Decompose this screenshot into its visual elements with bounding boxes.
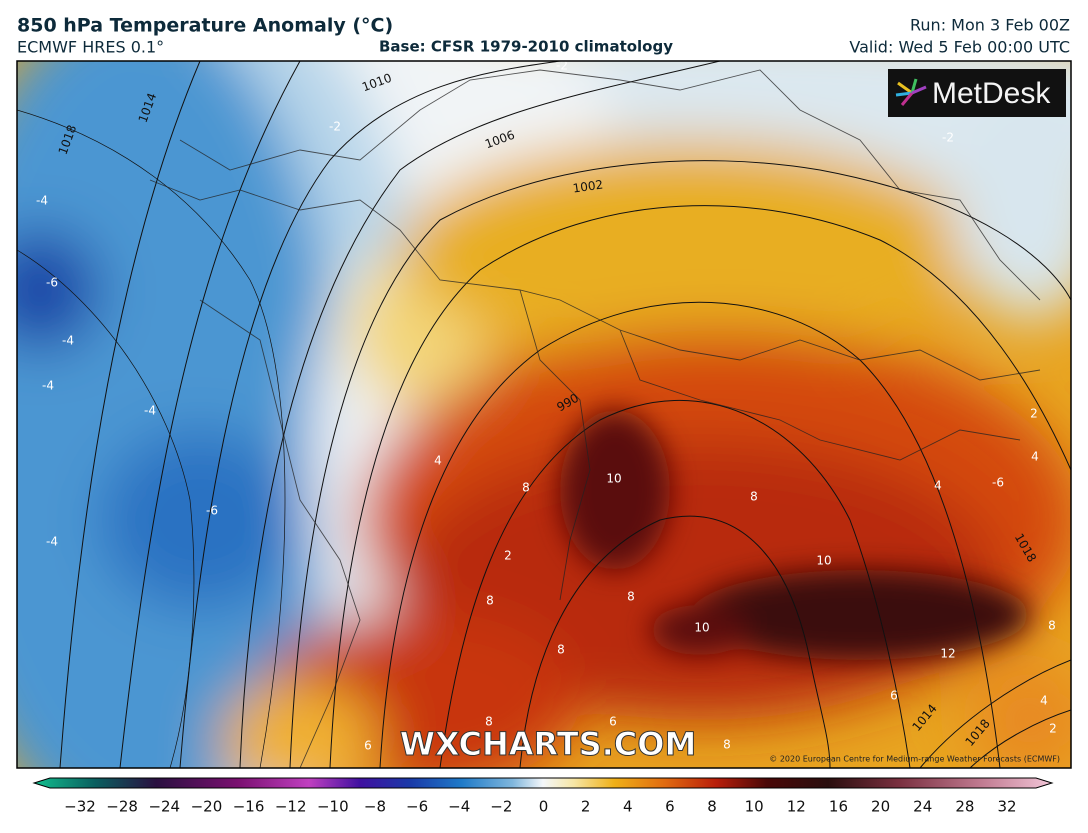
colorbar-tick-label: 8 <box>707 798 717 816</box>
valid-label: Valid: Wed 5 Feb 00:00 UTC <box>849 38 1070 57</box>
logo-text: MetDesk <box>932 77 1051 110</box>
isobars <box>17 61 1071 768</box>
isotherm-label: 2 <box>504 549 512 563</box>
colorbar-tick-label: −8 <box>364 798 386 816</box>
base-label: Base: CFSR 1979-2010 climatology <box>379 38 673 56</box>
model-label: ECMWF HRES 0.1° <box>17 38 164 57</box>
colorbar-tick-label: 0 <box>539 798 549 816</box>
isotherm-label: 2 <box>1030 407 1038 421</box>
isotherm-label: -4 <box>144 404 156 418</box>
isotherm-label: 6 <box>890 689 898 703</box>
colorbar-tick-label: 20 <box>871 798 890 816</box>
isotherm-label: 4 <box>434 454 442 468</box>
isotherm-label: 8 <box>486 594 494 608</box>
colorbar-tick-label: 28 <box>955 798 974 816</box>
isotherm-label: 10 <box>694 621 709 635</box>
isotherm-label: 8 <box>627 590 635 604</box>
isobar-label: 1002 <box>572 177 604 195</box>
isotherm-label: 8 <box>557 643 565 657</box>
colorbar-tick-label: −16 <box>233 798 265 816</box>
isotherm-label: 10 <box>816 554 831 568</box>
isotherm-label: -2 <box>556 59 568 73</box>
map-frame <box>16 60 1072 769</box>
isotherm-label: 10 <box>606 472 621 486</box>
colorbar-tick-label: 6 <box>665 798 675 816</box>
colorbar-tick-label: 4 <box>623 798 633 816</box>
isotherm-label: 4 <box>934 479 942 493</box>
isotherm-label: -4 <box>62 334 74 348</box>
colorbar-tick-label: 12 <box>787 798 806 816</box>
isotherm-label: -2 <box>329 120 341 134</box>
watermark: WXCHARTS.COM <box>400 725 697 763</box>
colorbar-tick-label: −20 <box>191 798 223 816</box>
colorbar-tick-label: −4 <box>448 798 470 816</box>
isotherm-label: 8 <box>522 481 530 495</box>
title: 850 hPa Temperature Anomaly (°C) <box>17 15 393 37</box>
isotherm-label: -4 <box>46 535 58 549</box>
colorbar-tick-label: −2 <box>490 798 512 816</box>
logo-box <box>888 69 1066 117</box>
copyright: © 2020 European Centre for Medium-range … <box>769 755 1060 764</box>
colorbar-tick-label: 2 <box>581 798 591 816</box>
colorbar-tick-label: 10 <box>745 798 764 816</box>
colorbar-tick-label: 24 <box>913 798 932 816</box>
isotherm-label: -6 <box>992 476 1004 490</box>
colorbar-tick-label: −32 <box>64 798 96 816</box>
isotherm-label: 8 <box>1048 619 1056 633</box>
isotherm-label: -4 <box>42 379 54 393</box>
isotherm-label: 6 <box>364 739 372 753</box>
colorbar-tick-label: −24 <box>148 798 180 816</box>
isotherm-label: 4 <box>1031 450 1039 464</box>
colorbar-tick-label: −10 <box>317 798 349 816</box>
colorbar <box>32 777 1054 789</box>
colorbar-tick-label: −12 <box>275 798 307 816</box>
colorbar-tick-label: 16 <box>829 798 848 816</box>
isotherm-label: 6 <box>609 715 617 729</box>
isotherm-label: 4 <box>1040 694 1048 708</box>
isotherm-label: 8 <box>723 738 731 752</box>
colorbar-tick-label: −28 <box>106 798 138 816</box>
run-label: Run: Mon 3 Feb 00Z <box>910 16 1070 35</box>
colorbar-tick-label: 32 <box>997 798 1016 816</box>
colorbar-tick-label: −6 <box>406 798 428 816</box>
borders <box>149 69 1041 768</box>
isotherm-label: -2 <box>942 131 954 145</box>
isotherm-label: 2 <box>1049 722 1057 736</box>
isotherm-label: -4 <box>36 194 48 208</box>
isotherm-label: 12 <box>940 647 955 661</box>
isotherm-label: 8 <box>750 490 758 504</box>
isotherm-label: 8 <box>485 715 493 729</box>
isotherm-label: -6 <box>46 276 58 290</box>
logo-icon <box>895 78 927 106</box>
isotherm-label: -6 <box>206 504 218 518</box>
